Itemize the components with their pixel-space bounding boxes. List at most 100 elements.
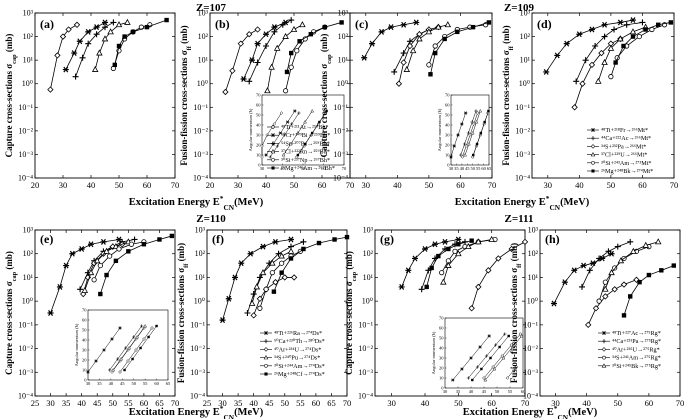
series-line xyxy=(581,241,631,288)
x-axis-label-top-left: Excitation Energy E*CN(MeV) xyxy=(129,194,264,212)
data-point xyxy=(85,28,92,35)
legend-marker xyxy=(264,363,268,368)
series-square xyxy=(613,20,674,65)
series-star xyxy=(47,236,122,316)
row-title-z111: Z=111 xyxy=(505,213,534,225)
data-point xyxy=(432,43,438,49)
x-tick-label: 60 xyxy=(456,180,465,190)
data-point xyxy=(69,250,76,257)
data-point xyxy=(617,19,624,26)
data-point xyxy=(456,242,461,247)
inset-x-tick-label: 55 xyxy=(476,166,481,171)
series-line xyxy=(75,22,114,77)
series-square xyxy=(621,263,676,318)
series-diamond xyxy=(250,274,298,319)
data-point xyxy=(104,272,109,278)
inset-y-tick-label: 10 xyxy=(82,368,87,373)
inset-data-point xyxy=(474,109,478,113)
series-triangle xyxy=(248,247,295,306)
data-point xyxy=(279,21,286,28)
y-tick-label: 10¹ xyxy=(23,273,34,282)
x-tick-label: 50 xyxy=(614,398,623,408)
inset-data-point xyxy=(118,326,122,330)
inset-x-tick-label: 65 xyxy=(487,166,492,171)
inset-data-point xyxy=(116,357,120,361)
inset-x-tick-label: 40 xyxy=(109,381,114,386)
y-axis-label: Capture cross-sections σcap (mb) xyxy=(344,251,358,375)
inset-x-tick-label: 50 xyxy=(131,381,136,386)
data-point xyxy=(273,44,281,51)
inset-x-tick-label: 45 xyxy=(120,381,125,386)
data-point xyxy=(611,26,618,33)
inset-data-point xyxy=(325,109,328,113)
data-point xyxy=(271,28,278,35)
legend: ⁴⁸Ti+²¹⁸Fr→²⁶⁶Mt*⁴⁴Ca+²²²Ac→²⁶⁶Mt*³⁴S+²³… xyxy=(587,127,653,175)
y-axis-label: Capture cross-sections σcap (mb) xyxy=(319,34,333,158)
data-point xyxy=(588,26,595,33)
inset-data-point xyxy=(494,343,498,347)
inset-x-tick-label: 55 xyxy=(143,381,148,386)
legend-entry: ⁴⁰Ar+²³⁴U→²⁷⁴Ds* xyxy=(274,346,321,353)
inset-data-point xyxy=(310,108,315,113)
series-star xyxy=(240,19,289,82)
y-tick-label: 10³ xyxy=(528,226,539,235)
data-point xyxy=(659,268,664,273)
data-point xyxy=(101,35,109,42)
data-point xyxy=(122,34,127,39)
data-point xyxy=(416,35,423,42)
y-tick-label: 10⁻⁴ xyxy=(18,174,33,183)
x-tick-label: 55 xyxy=(124,398,133,408)
data-point xyxy=(426,62,432,68)
y-tick-label: 10⁻¹ xyxy=(193,103,208,112)
inset-data-point xyxy=(519,333,524,338)
data-point xyxy=(442,238,448,245)
y-tick-label: 10² xyxy=(338,32,349,41)
data-point xyxy=(425,267,432,274)
y-tick-label: 10⁻¹ xyxy=(18,320,33,329)
y-tick-label: 10¹ xyxy=(198,56,209,65)
series-line xyxy=(243,22,286,80)
y-tick-label: 10⁻¹ xyxy=(515,103,530,112)
inset-data-point xyxy=(118,370,122,374)
series-star xyxy=(551,250,615,307)
inset-y-tick-label: 10 xyxy=(445,153,450,158)
legend-marker xyxy=(602,355,606,360)
y-tick-label: 10⁻² xyxy=(523,344,538,353)
data-point xyxy=(495,255,502,262)
data-point xyxy=(439,270,445,276)
series-diamond xyxy=(468,238,529,312)
series-cross xyxy=(246,17,295,85)
inset-data-point xyxy=(272,122,277,126)
inset-data-point xyxy=(475,111,480,115)
data-point xyxy=(244,310,251,316)
data-point xyxy=(290,274,298,281)
inset-series-circle xyxy=(482,332,522,380)
inset-data-point xyxy=(293,109,297,113)
panel-g: 10⁻⁴ 10⁻³ 10⁻² 10⁻¹ 10⁰ 10¹ 10² 10³ 30 40 50 60 70 (g… xyxy=(344,226,529,409)
data-point xyxy=(102,24,108,31)
data-point xyxy=(288,17,295,24)
legend-entry: ²⁶Mg+²⁴⁸Bk→²⁷⁴Mt* xyxy=(601,168,653,175)
legend-entry: ³⁰Si+²⁴³Am→²⁷³Mt* xyxy=(601,160,652,167)
inset-data-point xyxy=(489,356,492,360)
series-circle xyxy=(608,22,668,80)
legend-marker xyxy=(601,339,607,344)
data-point xyxy=(294,48,300,54)
data-point xyxy=(116,246,122,252)
inset-y-tick-label: 40 xyxy=(82,338,87,343)
data-point xyxy=(418,286,425,293)
y-tick-label: 10⁰ xyxy=(197,79,208,88)
inset-x-tick-label: 30 xyxy=(443,389,448,394)
series-line xyxy=(84,241,129,291)
y-tick-label: 10⁻³ xyxy=(18,368,33,377)
inset-data-point xyxy=(487,109,490,113)
panel-f: 10⁻⁴ 10⁻³ 10⁻² 10⁻¹ 10⁰ 10¹ 10² 10³ 25 30 35 40 45 50… xyxy=(176,226,351,409)
y-tick-label: 10⁻² xyxy=(515,126,530,135)
x-tick-label: 20 xyxy=(31,180,40,190)
data-point xyxy=(573,78,580,85)
inset-data-point xyxy=(279,111,284,115)
inset-data-point xyxy=(487,334,491,338)
data-point xyxy=(271,289,277,294)
data-point xyxy=(588,61,596,69)
